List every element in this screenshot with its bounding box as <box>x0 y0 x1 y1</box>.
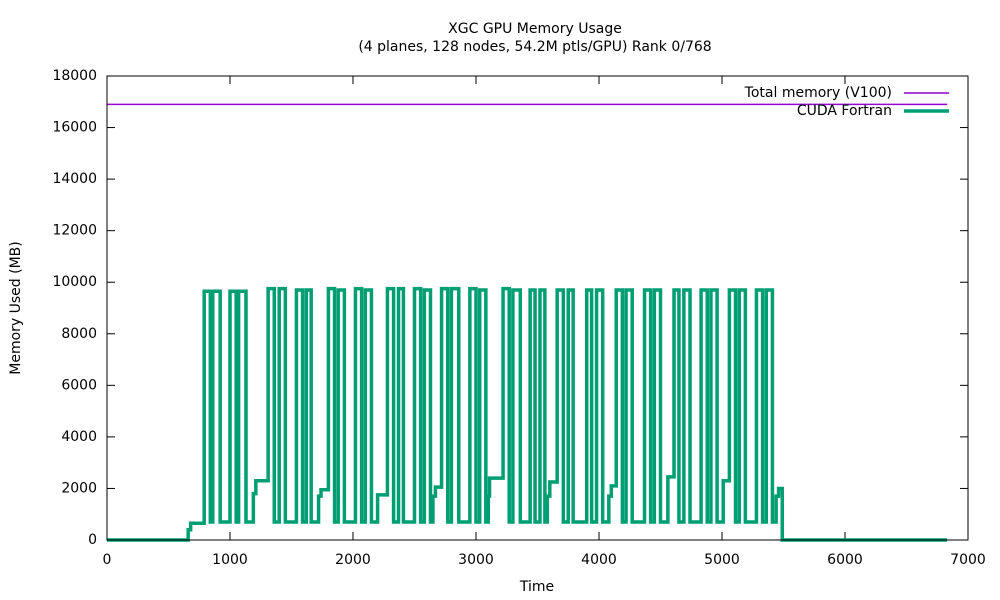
y-axis-label: Memory Used (MB) <box>8 241 24 375</box>
y-tick-label: 10000 <box>52 274 97 290</box>
y-tick-label: 14000 <box>52 171 97 187</box>
chart-title: XGC GPU Memory Usage <box>448 21 622 37</box>
y-tick-label: 4000 <box>61 429 97 445</box>
y-tick-label: 0 <box>88 532 97 548</box>
x-tick-label: 3000 <box>458 552 494 568</box>
plot-frame <box>106 75 969 541</box>
y-tick-label: 18000 <box>52 68 97 84</box>
x-tick-label: 1000 <box>212 552 248 568</box>
legend-label: CUDA Fortran <box>797 103 892 119</box>
x-tick-label: 5000 <box>704 552 740 568</box>
y-tick-label: 12000 <box>52 223 97 239</box>
x-tick-label: 0 <box>103 552 112 568</box>
data-line <box>107 286 948 542</box>
y-tick-label: 2000 <box>61 480 97 496</box>
x-tick-label: 7000 <box>950 552 986 568</box>
x-tick-label: 4000 <box>581 552 617 568</box>
y-tick-label: 16000 <box>52 120 97 136</box>
x-axis-label: Time <box>519 579 554 595</box>
x-tick-label: 2000 <box>335 552 371 568</box>
y-tick-label: 6000 <box>61 377 97 393</box>
y-tick-label: 8000 <box>61 326 97 342</box>
legend-label: Total memory (V100) <box>744 85 892 101</box>
chart-subtitle: (4 planes, 128 nodes, 54.2M ptls/GPU) Ra… <box>358 39 711 55</box>
x-tick-label: 6000 <box>827 552 863 568</box>
